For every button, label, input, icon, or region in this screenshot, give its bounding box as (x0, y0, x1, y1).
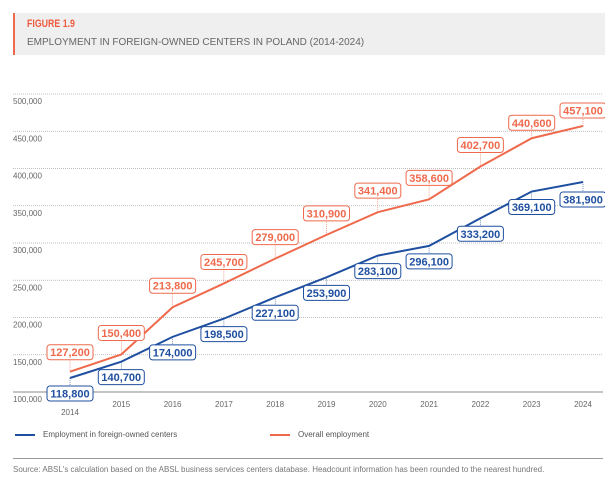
y-tick-label: 200,000 (13, 321, 42, 330)
data-label-box (303, 284, 350, 301)
data-label: 150,400 (101, 328, 141, 340)
legend-item-foreign: Employment in foreign-owned centers (15, 430, 177, 439)
y-tick-label: 150,000 (13, 358, 42, 367)
data-label-box (97, 324, 145, 341)
y-tick-label: 250,000 (13, 283, 42, 292)
data-label-box (200, 253, 248, 270)
y-tick-label: 500,000 (13, 97, 42, 106)
data-label-box (251, 229, 299, 246)
data-label-box (251, 304, 299, 321)
figure-header: FIGURE 1.9 EMPLOYMENT IN FOREIGN-OWNED C… (13, 13, 605, 55)
x-tick-label: 2019 (318, 400, 336, 409)
data-label-box (559, 191, 605, 208)
data-label: 381,900 (563, 194, 603, 206)
legend-label: Employment in foreign-owned centers (43, 430, 178, 439)
x-tick-label: 2021 (420, 400, 438, 409)
data-label: 333,200 (461, 229, 501, 241)
data-label: 457,100 (563, 105, 603, 117)
data-label: 310,900 (307, 208, 347, 220)
data-label-box (200, 326, 248, 343)
line-chart: 100,000 150,000 200,000 250,000 300,000 350,0… (13, 93, 605, 417)
x-tick-label: 2017 (215, 400, 233, 409)
x-tick-label: 2016 (164, 400, 182, 409)
data-label-box (508, 199, 556, 216)
legend-swatch-blue (15, 433, 35, 436)
x-tick-label: 2023 (523, 400, 541, 409)
divider (13, 458, 603, 459)
data-label: 253,900 (307, 288, 347, 300)
data-label: 440,600 (512, 118, 552, 130)
data-label: 227,100 (255, 308, 295, 320)
data-label-box (46, 385, 94, 402)
legend-item-overall: Overall employment (270, 430, 369, 439)
x-tick-label: 2024 (574, 400, 592, 409)
data-label-box (46, 344, 94, 361)
data-label-box (303, 205, 350, 222)
data-label: 127,200 (50, 347, 90, 359)
y-tick-label: 300,000 (13, 246, 42, 255)
data-label: 198,500 (204, 329, 244, 341)
x-tick-label: 2015 (112, 400, 130, 409)
data-label: 279,000 (255, 232, 295, 244)
x-tick-label: 2014 (61, 408, 79, 417)
data-label: 402,700 (461, 140, 501, 152)
data-label-box (405, 253, 453, 270)
data-label: 140,700 (101, 372, 141, 384)
data-label: 296,100 (409, 256, 449, 268)
data-label-box (354, 263, 402, 280)
data-label-box (559, 102, 605, 119)
data-label-box (354, 182, 402, 199)
y-tick-label: 350,000 (13, 209, 42, 218)
x-tick-label: 2020 (369, 400, 387, 409)
data-label: 118,800 (50, 388, 89, 400)
data-label-box (97, 369, 145, 386)
data-label-box (456, 225, 504, 242)
data-label-box (149, 344, 197, 361)
chart-title: EMPLOYMENT IN FOREIGN-OWNED CENTERS IN P… (27, 37, 365, 48)
figure-label: FIGURE 1.9 (27, 18, 75, 30)
y-tick-label: 450,000 (13, 134, 42, 143)
data-label-box (149, 277, 197, 294)
data-label: 213,800 (153, 281, 193, 293)
y-tick-label: 100,000 (13, 395, 42, 404)
x-tick-label: 2022 (472, 400, 490, 409)
data-label: 369,100 (512, 202, 552, 214)
legend-label: Overall employment (298, 430, 370, 439)
source-note: Source: ABSL's calculation based on the … (13, 465, 545, 474)
x-tick-label: 2018 (266, 400, 284, 409)
y-tick-label: 400,000 (13, 172, 42, 181)
data-label: 245,700 (204, 257, 244, 269)
data-label: 283,100 (358, 266, 398, 278)
data-label: 358,600 (409, 173, 449, 185)
data-label-box (508, 114, 556, 131)
data-label-box (405, 169, 453, 186)
data-label-box (456, 136, 504, 153)
data-label: 341,400 (358, 186, 398, 198)
legend-swatch-orange (270, 433, 290, 436)
overall-line (69, 124, 584, 373)
data-label: 174,000 (153, 347, 193, 359)
